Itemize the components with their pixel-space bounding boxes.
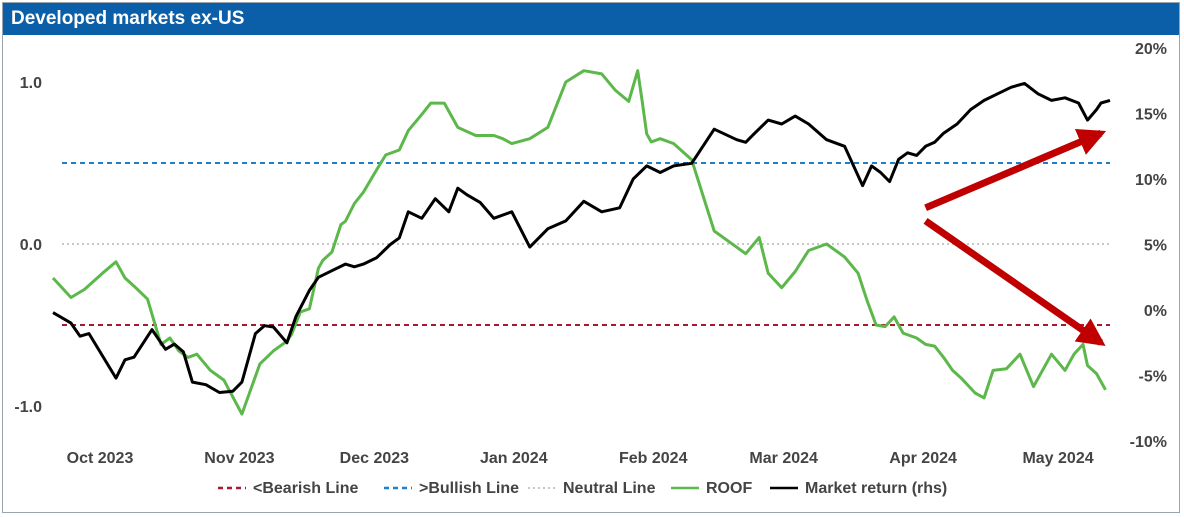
x-tick-label: Jan 2024 [480, 450, 548, 467]
y-right-tick-label: 10% [1135, 172, 1167, 189]
y-right-tick-label: 5% [1144, 238, 1167, 255]
series-line [51, 69, 1107, 416]
x-tick-label: Mar 2024 [749, 450, 818, 467]
legend-label: ROOF [706, 480, 752, 497]
x-tick-label: Apr 2024 [889, 450, 957, 467]
y-right-tick-label: 0% [1144, 303, 1167, 320]
y-left-tick-label: 1.0 [20, 75, 42, 92]
y-right-tick-label: -10% [1130, 434, 1167, 451]
legend-label: >Bullish Line [419, 480, 519, 497]
x-tick-label: Feb 2024 [619, 450, 688, 467]
x-tick-label: Nov 2023 [204, 450, 274, 467]
y-right-tick-label: -5% [1139, 369, 1167, 386]
x-tick-label: Dec 2023 [340, 450, 409, 467]
annotation-arrow [924, 129, 1107, 212]
x-tick-label: Oct 2023 [67, 450, 134, 467]
y-right-tick-label: 20% [1135, 41, 1167, 58]
y-right-tick-label: 15% [1135, 107, 1167, 124]
chart-title: Developed markets ex-US [3, 3, 1179, 35]
legend-label: <Bearish Line [253, 480, 358, 497]
legend-label: Market return (rhs) [805, 480, 947, 497]
legend-label: Neutral Line [563, 480, 656, 497]
y-left-tick-label: 0.0 [20, 237, 42, 254]
x-tick-label: May 2024 [1022, 450, 1093, 467]
annotation-arrow [923, 218, 1106, 346]
series-line [52, 81, 1111, 394]
y-left-tick-label: -1.0 [14, 399, 42, 416]
